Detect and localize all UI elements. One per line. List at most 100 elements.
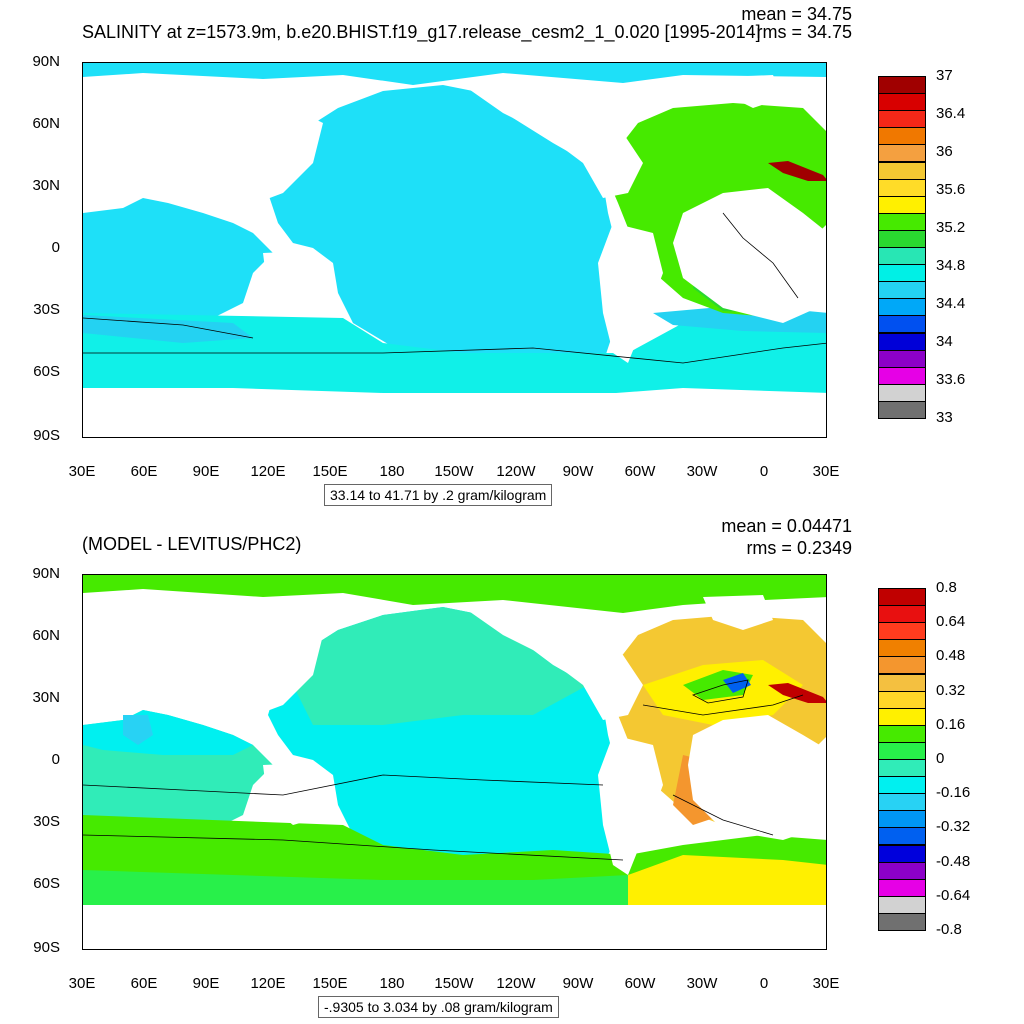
- lon-label: 30E: [812, 463, 840, 480]
- arctic-ocean: [83, 63, 826, 85]
- colorbar-label: 34.8: [936, 257, 966, 274]
- lon-label: 30W: [686, 975, 718, 992]
- contour-line: [83, 317, 826, 364]
- lat-label: 90S: [33, 939, 60, 956]
- colorbar-swatch: [878, 264, 926, 283]
- salinity-colorbar: 37 36.4 36 35.6 35.2 34.8 34.4 34 33.6 33: [878, 68, 965, 426]
- colorbar-swatch: [878, 366, 926, 385]
- colorbar-label: 36.4: [936, 105, 966, 122]
- colorbar-swatch: [878, 895, 926, 914]
- colorbar-swatch: [878, 810, 926, 829]
- indian-ocean-north: [83, 710, 253, 755]
- lat-label: 60S: [33, 875, 60, 892]
- colorbar-swatch: [878, 247, 926, 266]
- north-america-land: [463, 607, 643, 720]
- lon-label: 150E: [312, 463, 348, 480]
- salinity-map: [82, 62, 827, 438]
- colorbar-label: 34: [936, 333, 953, 350]
- colorbar-swatch: [878, 776, 926, 795]
- contour-line: [642, 694, 804, 836]
- colorbar-label: -0.32: [936, 818, 971, 836]
- colorbar-swatch: [878, 195, 926, 214]
- contour-line: [691, 679, 749, 704]
- south-america-land: [598, 735, 663, 875]
- lat-label: 0: [51, 751, 60, 768]
- arabian-sea-negative: [123, 715, 153, 745]
- colorbar-label: 35.6: [936, 181, 966, 198]
- colorbar-swatch: [878, 827, 926, 846]
- colorbar-swatch: [878, 639, 926, 658]
- colorbar-label: 35.2: [936, 219, 966, 236]
- africa-land: [688, 715, 826, 840]
- colorbar-swatch: [878, 912, 926, 931]
- mediterranean-sea: [768, 161, 826, 181]
- lon-label: 180: [379, 975, 405, 992]
- difference-panel: (MODEL - LEVITUS/PHC2) mean = 0.04471 rm…: [0, 512, 1024, 1024]
- colorbar-swatch: [878, 178, 926, 197]
- lon-label: 120E: [250, 463, 286, 480]
- mean-value: mean = 34.75: [741, 4, 852, 24]
- lon-label: 90W: [562, 463, 594, 480]
- mediterranean-sea: [768, 683, 826, 703]
- lon-label: 90W: [562, 975, 594, 992]
- contour-range-label: 33.14 to 41.71 by .2 gram/kilogram: [324, 484, 553, 506]
- colorbar-label: 0.64: [936, 613, 966, 631]
- greenland-land: [723, 75, 783, 108]
- rms-value: rms = 0.2349: [746, 538, 852, 558]
- lon-label: 60E: [130, 463, 158, 480]
- colorbar-swatch: [878, 229, 926, 248]
- difference-map: [82, 574, 827, 950]
- colorbar-swatch: [878, 741, 926, 760]
- lon-label: 0: [759, 975, 769, 992]
- colorbar-swatch: [878, 707, 926, 726]
- colorbar-label: -0.8: [936, 921, 962, 938]
- colorbar-swatch: [878, 127, 926, 146]
- south-america-land: [598, 223, 663, 363]
- colorbar-swatch: [878, 212, 926, 231]
- lat-label: 90S: [33, 427, 60, 444]
- colorbar-label: 0.48: [936, 647, 966, 665]
- lat-label: 30S: [33, 301, 60, 318]
- lon-label: 180: [379, 463, 405, 480]
- lat-label: 90N: [32, 53, 60, 70]
- panel-title: (MODEL - LEVITUS/PHC2): [82, 534, 302, 554]
- lat-label: 60N: [32, 627, 60, 644]
- colorbar-swatch: [878, 724, 926, 743]
- colorbar-swatch: [878, 605, 926, 624]
- colorbar-swatch: [878, 93, 926, 112]
- colorbar-label: 36: [936, 143, 953, 160]
- colorbar-swatch: [878, 673, 926, 692]
- lon-label: 150W: [434, 463, 474, 480]
- lon-label: 60E: [130, 975, 158, 992]
- australia-land: [263, 763, 333, 825]
- southern-ocean: [83, 313, 826, 403]
- lat-label: 30N: [32, 689, 60, 706]
- north-america-land: [463, 85, 643, 198]
- gulf-stream-core: [723, 673, 751, 693]
- africa-land: [673, 188, 826, 323]
- lat-label: 60N: [32, 115, 60, 132]
- lon-label: 60W: [624, 463, 656, 480]
- lon-label: 150E: [312, 975, 348, 992]
- colorbar-swatch: [878, 759, 926, 778]
- colorbar-label: 33: [936, 409, 953, 426]
- lon-label: 120W: [496, 975, 536, 992]
- lat-label: 30N: [32, 177, 60, 194]
- colorbar-label: 0: [936, 750, 945, 767]
- colorbar-swatch: [878, 588, 926, 607]
- southern-contour-band: [83, 315, 253, 343]
- asia-land: [83, 93, 323, 208]
- salinity-panel: SALINITY at z=1573.9m, b.e20.BHIST.f19_g…: [32, 4, 965, 506]
- colorbar-label: 37: [936, 67, 953, 84]
- colorbar-label: 34.4: [936, 295, 966, 312]
- greenland-land: [703, 595, 773, 630]
- lat-label: 30S: [33, 813, 60, 830]
- colorbar-label: 33.6: [936, 371, 966, 388]
- lon-label: 90E: [192, 975, 220, 992]
- colorbar-swatch: [878, 844, 926, 863]
- lat-label: 0: [51, 239, 60, 256]
- colorbar-swatch: [878, 793, 926, 812]
- colorbar-swatch: [878, 400, 926, 419]
- colorbar-label: -0.16: [936, 784, 971, 802]
- colorbar-swatch: [878, 622, 926, 641]
